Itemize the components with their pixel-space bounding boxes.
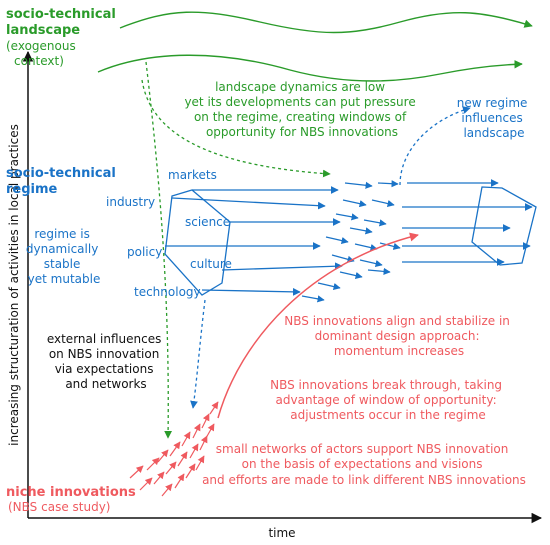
regime-dimension-science: science: [185, 215, 230, 229]
stage-break-through: NBS innovations break through, taking ad…: [270, 378, 506, 422]
niche-title: niche innovations: [6, 485, 136, 500]
stage-small-networks: small networks of actors support NBS inn…: [202, 442, 526, 487]
regime-dimension-policy: policy: [127, 245, 162, 259]
regime-note: regime is dynamically stable yet mutable: [26, 227, 102, 286]
landscape-note: landscape dynamics are low yet its devel…: [184, 80, 419, 139]
niche-subtitle: (NBS case study): [8, 500, 110, 514]
landscape-wave-lower: [97, 54, 523, 82]
external-influences-label: external influences on NBS innovation vi…: [47, 332, 165, 391]
landscape-wave-upper: [119, 11, 533, 34]
regime-right-arrows: [402, 179, 533, 266]
regime-transition-arrows: [301, 180, 401, 303]
niche-arrows: [129, 401, 219, 497]
regime-title: socio-technical regime: [6, 166, 120, 197]
y-axis-label: increasing structuration of activities i…: [7, 124, 21, 446]
regime-dimension-technology: technology: [134, 285, 201, 299]
landscape-influence-arrow: [145, 61, 173, 439]
x-axis-label: time: [268, 526, 295, 540]
regime-influences-landscape-label: new regime influences landscape: [457, 96, 532, 140]
regime-left-arrows: [165, 186, 343, 296]
regime-left-polygon: [164, 189, 231, 296]
regime-dimension-markets: markets: [168, 168, 217, 182]
landscape-subtitle: (exogenous context): [6, 39, 80, 68]
regime-dimension-culture: culture: [190, 257, 232, 271]
regime-dimension-industry: industry: [106, 195, 155, 209]
regime-to-niche-arrow: [190, 299, 206, 409]
stage-align-stabilize: NBS innovations align and stabilize in d…: [284, 314, 513, 358]
landscape-pressure-arrow: [141, 79, 331, 178]
niche-momentum-curve: [217, 232, 419, 419]
regime-influences-landscape-arrow: [399, 106, 471, 186]
regime-right-polygon: [471, 186, 537, 266]
landscape-title: socio-technical landscape: [6, 7, 120, 38]
